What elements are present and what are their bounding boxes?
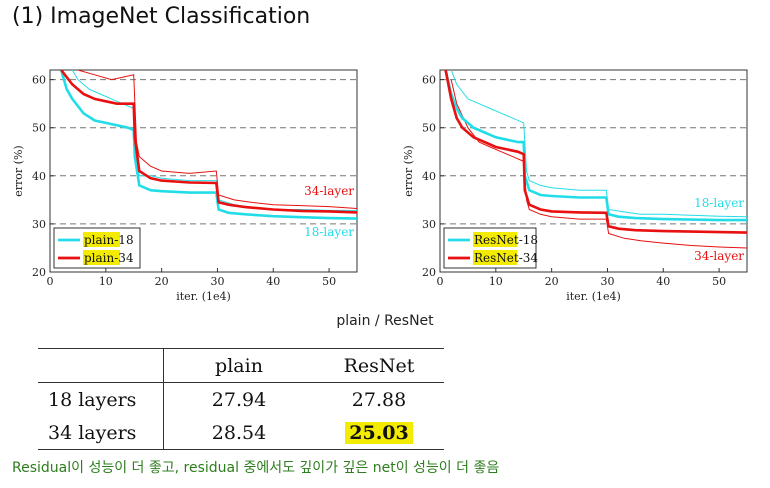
table-row: 34 layers 28.54 25.03	[38, 416, 444, 450]
legend-highlight	[83, 250, 120, 265]
y-tick-label: 30	[422, 218, 436, 231]
x-tick-label: 10	[489, 275, 503, 288]
series-train-line-ResNet-34	[444, 70, 747, 234]
series-annotation: 18-layer	[304, 225, 354, 239]
series-annotation: 34-layer	[304, 184, 354, 198]
x-tick-label: 30	[600, 275, 614, 288]
row-label: 34 layers	[38, 416, 164, 450]
series-train-line-plain-34	[60, 70, 357, 214]
y-tick-label: 60	[422, 74, 436, 87]
chart-resnet: 20 30 40 50 60 0 10 20 30 40 50 iter. (1e4) error (%…	[402, 69, 748, 303]
series-val-line-ResNet-34	[450, 79, 747, 249]
plain-value: 27.94	[211, 388, 267, 411]
series-train-line-ResNet-18	[444, 70, 747, 222]
x-tick-label: 0	[437, 275, 444, 288]
y-tick-label: 50	[422, 122, 436, 135]
x-axis-label: iter. (1e4)	[176, 290, 231, 303]
series-annotation: 18-layer	[694, 196, 744, 210]
plot-frame	[49, 69, 358, 273]
legend-label: plain-18	[84, 233, 134, 247]
x-tick-label: 50	[712, 275, 726, 288]
results-table: plain ResNet 18 layers 27.94 27.88 34 la…	[38, 348, 444, 450]
series-val-line-ResNet-18	[450, 70, 747, 218]
series-group	[59, 70, 357, 220]
page-title: (1) ImageNet Classification	[12, 4, 311, 29]
y-tick-label: 20	[422, 266, 436, 279]
highlighted-best-value: 25.03	[345, 421, 413, 444]
plain-value: 28.54	[211, 421, 267, 444]
y-axis-label: error (%)	[402, 145, 415, 196]
y-tick-label: 30	[32, 218, 46, 231]
figure-caption: plain / ResNet	[336, 313, 434, 329]
legend-highlight	[473, 250, 518, 265]
x-tick-label: 40	[656, 275, 670, 288]
x-tick-label: 0	[47, 275, 54, 288]
x-tick-label: 50	[322, 275, 336, 288]
table-header-resnet: ResNet	[343, 354, 415, 377]
row-label: 18 layers	[38, 382, 164, 416]
table-row: 18 layers 27.94 27.88	[38, 382, 444, 416]
legend-label: plain-34	[84, 251, 134, 265]
y-tick-label: 40	[422, 170, 436, 183]
legend-label: ResNet-18	[474, 233, 538, 247]
x-tick-label: 40	[266, 275, 280, 288]
x-axis-label: iter. (1e4)	[566, 290, 621, 303]
y-tick-label: 60	[32, 74, 46, 87]
series-val-line-plain-34	[77, 70, 357, 209]
plot-frame	[439, 69, 748, 273]
table-header-plain: plain	[215, 354, 263, 377]
series-group	[444, 70, 747, 249]
summary-note: Residual이 성능이 더 좋고, residual 중에서도 깊이가 깊은…	[12, 460, 500, 476]
y-tick-label: 40	[32, 170, 46, 183]
resnet-value-best: 25.03	[314, 416, 444, 450]
legend-highlight	[473, 232, 518, 247]
legend-label: ResNet-34	[474, 251, 538, 265]
resnet-value: 27.88	[351, 388, 407, 411]
x-tick-label: 30	[210, 275, 224, 288]
chart-plain: 20 30 40 50 60 0 10 20 30 40 50 iter. (1e4) error (%…	[12, 69, 358, 303]
x-tick-label: 20	[155, 275, 169, 288]
y-tick-label: 20	[32, 266, 46, 279]
x-tick-label: 20	[545, 275, 559, 288]
x-tick-label: 10	[99, 275, 113, 288]
legend-highlight	[83, 232, 120, 247]
table-header-row: plain ResNet	[38, 348, 444, 383]
y-tick-label: 50	[32, 122, 46, 135]
series-annotation: 34-layer	[694, 249, 744, 263]
y-axis-label: error (%)	[12, 145, 25, 196]
table-header-cell	[38, 348, 164, 383]
series-train-line-plain-18	[59, 70, 357, 220]
